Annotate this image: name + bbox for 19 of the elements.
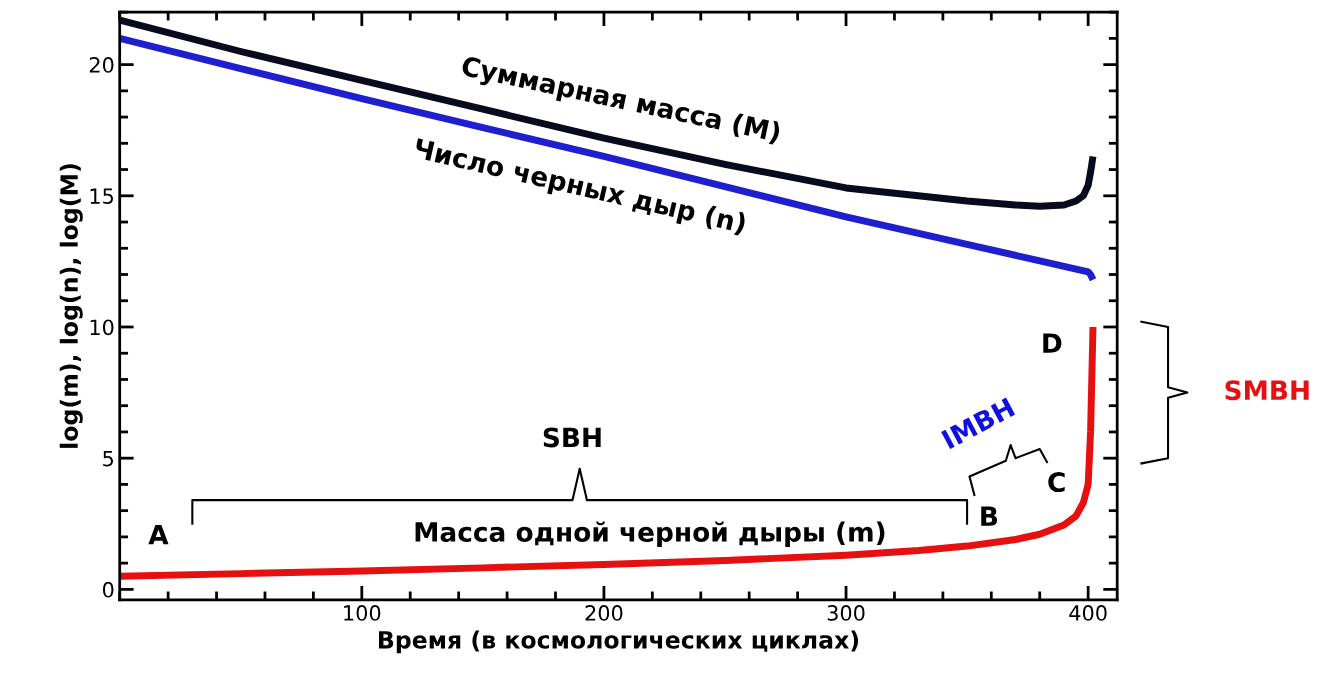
- annotation: Масса одной черной дыры (m): [415, 521, 885, 548]
- x-tick-label: 200: [585, 605, 623, 621]
- annotation: A: [148, 524, 169, 545]
- annotation: D: [1043, 333, 1062, 353]
- x-tick-label: 400: [1069, 605, 1107, 621]
- y-tick-label: 0: [102, 581, 114, 598]
- annotation: B: [981, 506, 998, 526]
- x-tick-label: 300: [827, 605, 865, 621]
- annotation: SBH: [543, 427, 601, 448]
- x-axis-title: Время (в космологических циклах): [378, 630, 859, 654]
- y-tick-label: 10: [90, 319, 114, 336]
- annotation: C: [1048, 472, 1065, 493]
- y-axis-title: log(m), log(n), log(M): [59, 164, 83, 448]
- text: SMBH: [1225, 380, 1309, 401]
- y-tick-label: 20: [89, 57, 114, 73]
- y-tick-label: 5: [103, 450, 114, 467]
- annotation: Число черных дыр (n): [412, 137, 747, 239]
- x-tick-label: 100: [344, 605, 381, 621]
- y-tick-label: 15: [90, 188, 114, 205]
